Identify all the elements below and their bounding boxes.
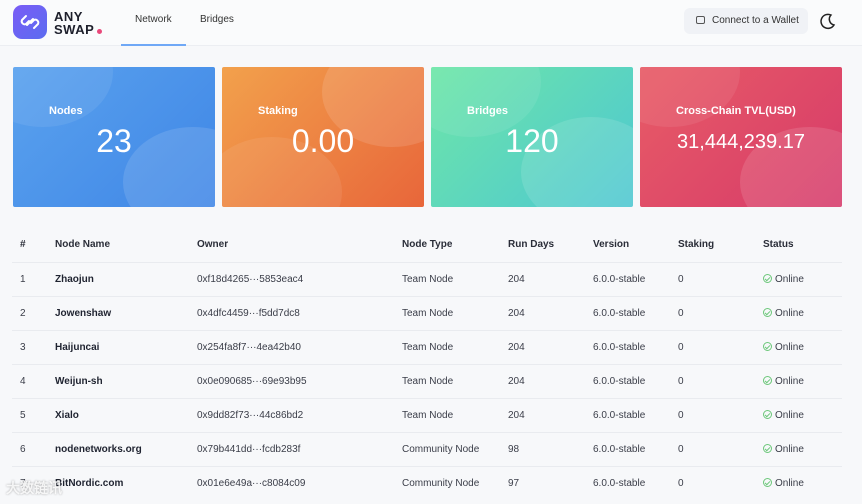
top-bar: ANY SWAP Network Bridges Connect to a Wa… — [0, 0, 862, 46]
table-row[interactable]: 7 BitNordic.com 0x01e6e49a···c8084c09 Co… — [12, 466, 842, 500]
check-circle-icon — [763, 274, 772, 283]
status-badge: Online — [763, 410, 804, 421]
tvl-value: 31,444,239.17 — [677, 131, 805, 153]
status-badge: Online — [763, 478, 804, 489]
table-row[interactable]: 5 Xialo 0x9dd82f73···44c86bd2 Team Node … — [12, 398, 842, 432]
check-circle-icon — [763, 478, 772, 487]
table-row[interactable]: 1 Zhaojun 0xf18d4265···5853eac4 Team Nod… — [12, 262, 842, 296]
wallet-icon — [696, 16, 705, 24]
tvl-card: Cross-Chain TVL(USD) 31,444,239.17 — [640, 67, 842, 207]
check-circle-icon — [763, 410, 772, 419]
dark-mode-toggle[interactable] — [818, 11, 838, 31]
logo-wordmark: ANY SWAP — [54, 10, 103, 36]
check-circle-icon — [763, 342, 772, 351]
status-badge: Online — [763, 444, 804, 455]
tab-network[interactable]: Network — [121, 14, 186, 46]
table-row[interactable]: 3 Haijuncai 0x254fa8f7···4ea42b40 Team N… — [12, 330, 842, 364]
staking-card: Staking 0.00 — [222, 67, 424, 207]
anyswap-logo-icon[interactable] — [13, 5, 47, 39]
check-circle-icon — [763, 308, 772, 317]
watermark: 大数链讯 — [6, 480, 62, 496]
status-badge: Online — [763, 308, 804, 319]
table-row[interactable]: 4 Weijun-sh 0x0e090685···69e93b95 Team N… — [12, 364, 842, 398]
status-badge: Online — [763, 376, 804, 387]
nodes-card: Nodes 23 — [13, 67, 215, 207]
status-badge: Online — [763, 274, 804, 285]
status-badge: Online — [763, 342, 804, 353]
check-circle-icon — [763, 376, 772, 385]
tab-bridges[interactable]: Bridges — [200, 14, 234, 25]
check-circle-icon — [763, 444, 772, 453]
moon-icon — [820, 13, 836, 30]
bridges-count: 120 — [505, 123, 559, 159]
staking-total: 0.00 — [291, 123, 355, 159]
table-row[interactable]: 2 Jowenshaw 0x4dfc4459···f5dd7dc8 Team N… — [12, 296, 842, 330]
nodes-count: 23 — [96, 123, 132, 159]
bridges-card: Bridges 120 — [431, 67, 633, 207]
connect-wallet-button[interactable]: Connect to a Wallet — [684, 8, 808, 34]
table-row[interactable]: 6 nodenetworks.org 0x79b441dd···fcdb283f… — [12, 432, 842, 466]
